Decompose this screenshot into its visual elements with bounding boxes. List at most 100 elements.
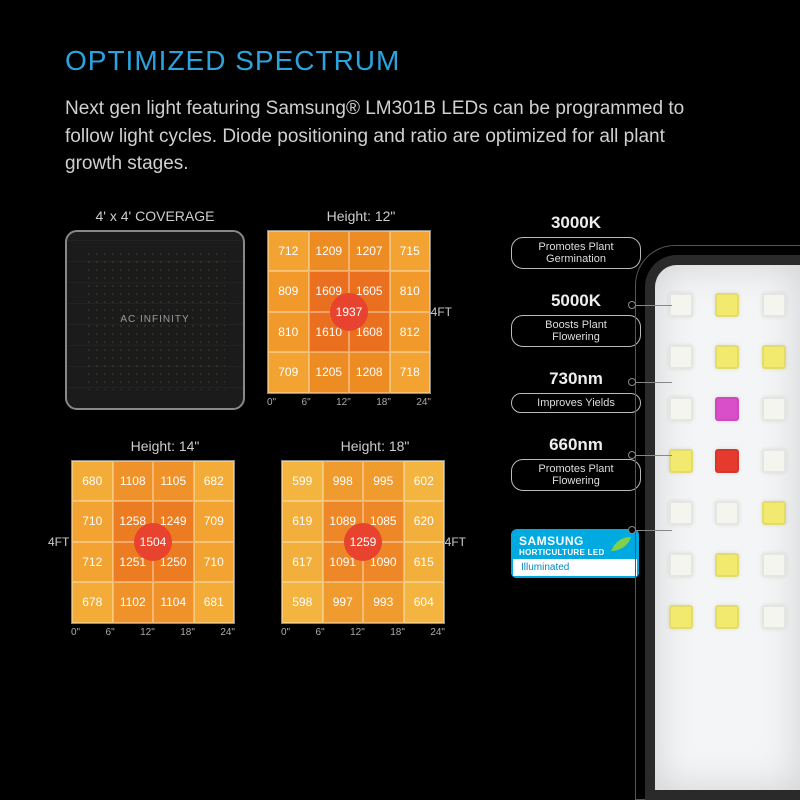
connector-line: [632, 455, 672, 456]
heatmap-cell: 709: [268, 352, 309, 393]
led-chip: [715, 293, 739, 317]
heatmap-cell: 1208: [349, 352, 390, 393]
heatmap-center: 1504: [134, 523, 172, 561]
leaf-icon: [609, 535, 633, 553]
heatmap-cell: 1209: [309, 231, 350, 272]
heatmap-cell: 997: [323, 582, 364, 623]
heatmap-x-axis: 0"6"12"18"24": [71, 627, 235, 638]
spectrum-desc: Improves Yields: [511, 393, 641, 413]
heatmap-cell: 1207: [349, 231, 390, 272]
spectrum-desc: Promotes Plant Flowering: [511, 459, 641, 491]
spectrum-value: 3000K: [511, 213, 641, 233]
heatmap-cell: 712: [72, 542, 113, 583]
coverage-title: 4' x 4' COVERAGE: [65, 208, 245, 224]
led-chip: [762, 397, 786, 421]
heatmap-side-label: 4FT: [48, 535, 69, 549]
led-chip: [762, 501, 786, 525]
heatmap-cell: 1108: [113, 461, 154, 502]
heatmap-cell: 598: [282, 582, 323, 623]
led-chip: [715, 553, 739, 577]
heatmap-12: Height: 12"71212091207715809160916058108…: [267, 208, 455, 410]
heatmap-cell: 710: [72, 501, 113, 542]
connector-dot: [628, 378, 636, 386]
heatmap-cell: 995: [363, 461, 404, 502]
heatmap-side-label: 4FT: [445, 535, 466, 549]
heatmap-cell: 810: [390, 271, 431, 312]
led-chip: [669, 605, 693, 629]
heatmap-box: 7121209120771580916091605810810161016088…: [267, 230, 431, 394]
heatmap-box: 5999989956026191089108562061710911090615…: [281, 460, 445, 624]
samsung-bottom: Illuminated: [511, 559, 639, 578]
connector-dot: [628, 451, 636, 459]
led-chip: [669, 553, 693, 577]
led-grid: [655, 265, 800, 657]
heatmap-cell: 1105: [153, 461, 194, 502]
coverage-brand: AC INFINITY: [120, 314, 189, 325]
heatmap-18: Height: 18" 59999899560261910891085620617…: [281, 438, 469, 638]
heatmap-cell: 602: [404, 461, 445, 502]
led-chip: [669, 501, 693, 525]
spectrum-item: 730nm Improves Yields: [511, 369, 641, 413]
led-chip: [715, 397, 739, 421]
samsung-top: SAMSUNG HORTICULTURE LED: [511, 529, 639, 559]
led-chip: [762, 553, 786, 577]
heatmap-cell: 678: [72, 582, 113, 623]
heatmap-cell: 615: [404, 542, 445, 583]
heatmap-cell: 810: [268, 312, 309, 353]
heatmap-side-label: 4FT: [431, 305, 452, 319]
heatmap-cell: 599: [282, 461, 323, 502]
grids-column: 4' x 4' COVERAGE AC INFINITY Height: 12"…: [65, 208, 495, 638]
led-chip: [715, 345, 739, 369]
spectrum-item: 660nm Promotes Plant Flowering: [511, 435, 641, 491]
led-chip: [715, 605, 739, 629]
connector-line: [632, 305, 672, 306]
coverage-box: AC INFINITY: [65, 230, 245, 410]
heatmap-cell: 993: [363, 582, 404, 623]
heatmap-cell: 681: [194, 582, 235, 623]
heatmap-cell: 680: [72, 461, 113, 502]
heatmap-box: 6801108110568271012581249709712125112507…: [71, 460, 235, 624]
heatmap-cell: 715: [390, 231, 431, 272]
heatmap-center: 1937: [330, 293, 368, 331]
heatmap-14: Height: 14"68011081105682710125812497097…: [71, 438, 259, 638]
heatmap-title: Height: 14": [71, 438, 259, 454]
spectrum-item: 5000K Boosts Plant Flowering: [511, 291, 641, 347]
heatmap-cell: 709: [194, 501, 235, 542]
coverage-panel: 4' x 4' COVERAGE AC INFINITY: [65, 208, 245, 410]
led-chip: [762, 449, 786, 473]
led-chip: [762, 293, 786, 317]
led-panel: [645, 255, 800, 800]
heatmap-cell: 1104: [153, 582, 194, 623]
spectrum-value: 660nm: [511, 435, 641, 455]
heatmap-cell: 998: [323, 461, 364, 502]
heatmap-cell: 812: [390, 312, 431, 353]
spectrum-desc: Boosts Plant Flowering: [511, 315, 641, 347]
heatmap-cell: 712: [268, 231, 309, 272]
connector-line: [632, 382, 672, 383]
spectrum-value: 5000K: [511, 291, 641, 311]
heatmap-cell: 1205: [309, 352, 350, 393]
heatmap-title: Height: 12": [267, 208, 455, 224]
heatmap-cell: 682: [194, 461, 235, 502]
heatmap-x-axis: 0"6"12"18"24": [281, 627, 445, 638]
connector-dot: [628, 526, 636, 534]
led-chip: [762, 345, 786, 369]
description: Next gen light featuring Samsung® LM301B…: [65, 95, 705, 178]
led-chip: [669, 293, 693, 317]
heatmap-cell: 718: [390, 352, 431, 393]
heatmap-cell: 620: [404, 501, 445, 542]
connector-line: [632, 530, 672, 531]
heatmap-cell: 604: [404, 582, 445, 623]
led-chip: [669, 345, 693, 369]
led-chip: [762, 605, 786, 629]
led-chip: [669, 397, 693, 421]
connector-dot: [628, 301, 636, 309]
led-chip: [715, 501, 739, 525]
page-title: OPTIMIZED SPECTRUM: [65, 45, 765, 77]
heatmap-cell: 710: [194, 542, 235, 583]
spectrum-value: 730nm: [511, 369, 641, 389]
heatmap-x-axis: 0"6"12"18"24": [267, 397, 431, 408]
heatmap-title: Height: 18": [281, 438, 469, 454]
led-chip: [669, 449, 693, 473]
heatmap-center: 1259: [344, 523, 382, 561]
